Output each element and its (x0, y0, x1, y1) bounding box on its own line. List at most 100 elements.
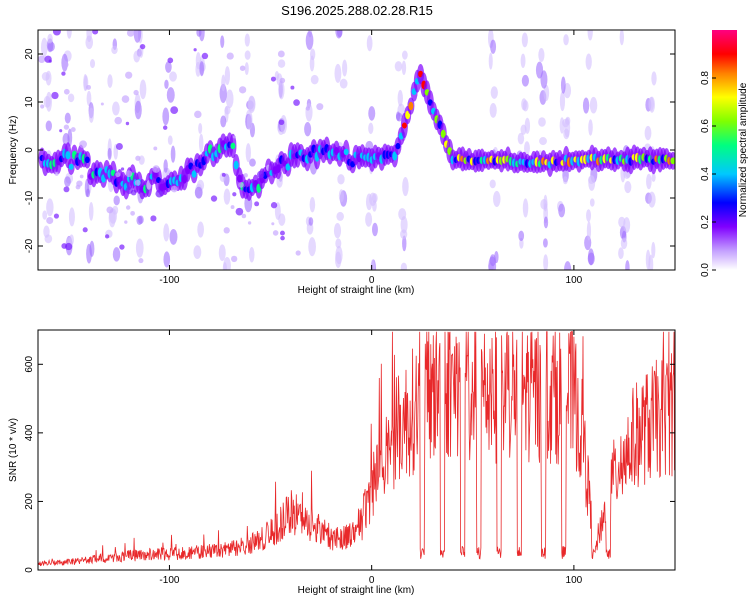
spectrogram-streak-10-11 (305, 31, 314, 50)
spectrogram-streak-7-7 (218, 244, 226, 262)
spectrogram-streak-17-10 (564, 117, 571, 138)
spectrogram-ridge-core-14 (84, 156, 90, 164)
snr-ytick-label-1: 200 (24, 493, 35, 510)
spectrogram-streak-7-1 (223, 188, 231, 205)
spectrogram-streak-10-13 (304, 121, 312, 137)
spectrogram-streak-15-10 (521, 74, 529, 87)
spectrogram-noise-16 (153, 146, 158, 151)
spectrogram-streak-17-3 (558, 203, 566, 218)
spectrogram-ytick-label-2: 0 (24, 147, 35, 153)
spectrogram-noise-64 (277, 50, 285, 58)
spectrogram-noise-69 (61, 71, 66, 76)
spectrogram-ridge-core-109 (392, 151, 398, 161)
spectrogram-streak-15-5 (517, 132, 525, 145)
spectrogram-streak-1-10 (68, 207, 75, 227)
spectrogram-noise-52 (106, 206, 114, 214)
spectrogram-streak-5-5 (165, 61, 172, 73)
spectrogram-streak-18-8 (587, 30, 593, 41)
spectrogram-streak-3-2 (113, 195, 120, 206)
spectrogram-noise-71 (63, 186, 70, 193)
spectrogram-ridge-core-76 (285, 163, 291, 171)
spectrogram-streak-8-10 (244, 33, 250, 47)
spectrogram-noise-46 (170, 185, 178, 193)
spectrogram-streak-14-0 (493, 190, 501, 207)
spectrogram-streak-3-12 (107, 147, 112, 160)
spectrogram-noise-11 (241, 213, 247, 219)
spectrogram-noise-13 (125, 186, 134, 195)
spectrogram-streak-20-13 (648, 191, 656, 208)
spectrogram-streak-19-11 (618, 216, 626, 228)
spectrogram-streak-14-1 (489, 102, 497, 118)
spectrogram-streak-13-11 (400, 216, 408, 234)
spectrogram-noise-79 (75, 184, 81, 190)
spectrogram-streak-11-9 (339, 78, 348, 89)
snr-series-line (38, 331, 675, 567)
spectrogram-streak-8-4 (245, 143, 251, 163)
snr-frame (37, 329, 676, 571)
spectrogram-streak-3-8 (112, 101, 120, 116)
spectrogram-streak-15-13 (524, 141, 530, 156)
spectrogram-streak-11-6 (338, 189, 344, 203)
spectrogram-noise-2 (38, 55, 46, 63)
spectrogram-noise-6 (162, 125, 168, 130)
spectrogram-streak-0-11 (45, 120, 52, 132)
spectrogram-noise-0 (130, 210, 135, 216)
spectrogram-streak-16-3 (538, 48, 545, 63)
spectrogram-streak-5-9 (163, 251, 171, 268)
spectrogram-ridge-core-124 (440, 129, 446, 139)
spectrogram-ridge-core-114 (408, 101, 414, 111)
spectrogram-noise-72 (121, 95, 130, 103)
spectrogram-noise-89 (254, 201, 260, 207)
spectrogram-streak-19-3 (618, 247, 624, 260)
spectrogram-streak-13-0 (402, 235, 407, 252)
spectrogram-streak-7-6 (222, 262, 227, 270)
spectrogram-streak-17-13 (563, 34, 569, 46)
spectrogram-ridge-core-94 (343, 148, 349, 156)
spectrogram-streak-4-8 (133, 30, 142, 43)
spectrogram-noise-41 (86, 84, 91, 90)
spectrogram-noise-54 (114, 116, 123, 125)
spectrogram-streak-6-12 (196, 30, 202, 37)
spectrogram-streak-13-2 (401, 60, 407, 75)
spectrogram-noise-14 (133, 89, 139, 96)
spectrogram-noise-30 (126, 30, 135, 37)
spectrogram-streak-19-9 (625, 260, 630, 270)
spectrogram-streak-12-13 (371, 193, 378, 203)
spectrogram-noise-35 (119, 244, 125, 250)
spectrogram-streak-0-7 (47, 33, 53, 44)
spectrogram-noise-10 (79, 140, 87, 149)
spectrogram-streak-18-4 (586, 209, 592, 222)
spectrogram-noise-5 (104, 234, 110, 239)
spectrogram-streak-7-3 (225, 89, 234, 109)
spectrogram-streak-17-5 (562, 176, 568, 185)
spectrogram-streak-4-9 (134, 100, 142, 120)
spectrogram-streak-1-1 (64, 176, 71, 187)
spectrogram-streak-17-2 (563, 261, 572, 270)
spectrogram-streak-8-5 (249, 246, 255, 263)
spectrogram-streak-18-2 (589, 96, 598, 114)
spectrogram-noise-57 (239, 86, 247, 94)
spectrogram-y-label: Frequency (Hz) (8, 116, 19, 185)
spectrogram-noise-65 (230, 255, 238, 263)
spectrogram-noise-1 (193, 48, 197, 52)
spectrogram-noise-67 (293, 99, 300, 106)
spectrogram-noise-36 (79, 174, 84, 179)
spectrogram-streak-5-1 (166, 87, 175, 103)
spectrogram-streak-17-12 (560, 76, 566, 94)
spectrogram-streak-15-0 (521, 32, 528, 48)
spectrogram-streak-20-9 (648, 96, 655, 111)
spectrogram-streak-7-2 (220, 35, 225, 49)
spectrogram-streak-10-9 (309, 197, 316, 213)
snr-ytick-label-2: 400 (24, 424, 35, 441)
colorbar-tick-label-2: 0.4 (700, 167, 711, 181)
spectrogram-noise-62 (235, 207, 244, 216)
spectrogram-streak-8-7 (247, 95, 256, 114)
spectrogram-streak-15-9 (520, 53, 526, 68)
spectrogram-streak-16-12 (539, 137, 547, 146)
spectrogram-streak-10-7 (309, 48, 316, 61)
spectrogram-noise-23 (115, 142, 123, 150)
spectrogram-streak-11-12 (335, 251, 342, 269)
spectrogram-streak-14-8 (490, 39, 497, 54)
spectrogram-noise-29 (239, 65, 246, 71)
spectrogram-noise-7 (125, 121, 130, 126)
